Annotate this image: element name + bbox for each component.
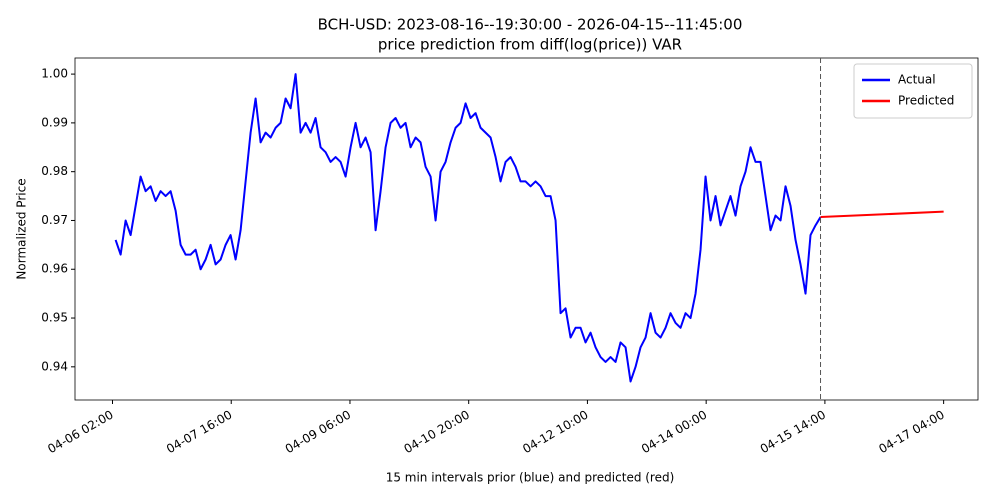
y-tick-label: 1.00 [41,67,68,81]
legend-label: Actual [898,73,936,87]
plot-area [74,57,979,401]
chart-subtitle: price prediction from diff(log(price)) V… [378,36,682,54]
y-tick-label: 0.96 [41,262,68,276]
series-line [114,73,822,383]
y-axis-label: Normalized Price [15,178,29,279]
chart-title: BCH-USD: 2023-08-16--19:30:00 - 2026-04-… [318,16,743,34]
x-tick-label: 04-07 16:00 [164,408,234,457]
x-tick-label: 04-15 14:00 [758,408,828,457]
x-tick-label: 04-17 04:00 [876,408,946,457]
y-tick-label: 0.94 [41,359,68,373]
x-axis-label: 15 min intervals prior (blue) and predic… [386,471,675,485]
y-tick-label: 0.99 [41,115,68,129]
x-tick-label: 04-10 20:00 [401,408,471,457]
legend-box [853,63,973,119]
y-tick-label: 0.97 [41,213,68,227]
y-tick-label: 0.95 [41,311,68,325]
series-line [820,210,944,219]
legend-label: Predicted [898,94,954,108]
x-tick-label: 04-06 02:00 [45,408,115,457]
x-tick-label: 04-09 06:00 [283,408,353,457]
y-tick-label: 0.98 [41,164,68,178]
x-tick-label: 04-14 00:00 [639,408,709,457]
x-tick-label: 04-12 10:00 [520,408,590,457]
